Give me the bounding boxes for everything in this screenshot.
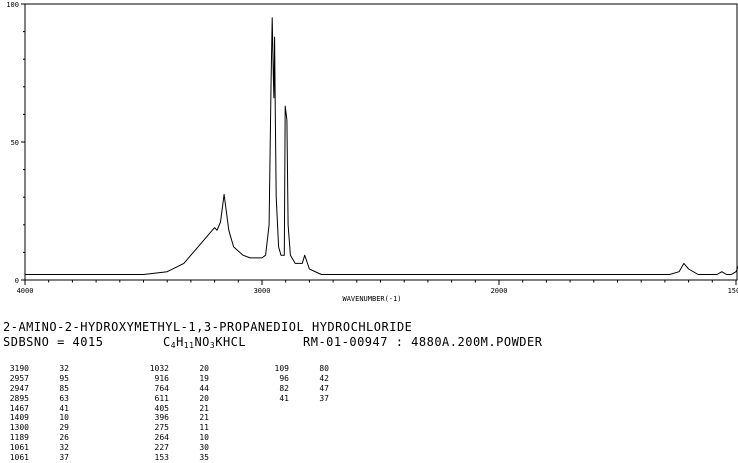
peak-wavenumber: 396 — [154, 413, 169, 423]
peak-row: 1467 41 — [3, 404, 69, 414]
peak-transmittance: 37 — [319, 393, 329, 403]
peak-wavenumber: 1061 — [9, 453, 29, 463]
x-tick-label: 3000 — [254, 287, 271, 295]
peak-transmittance: 11 — [199, 423, 209, 433]
peak-row: 2895 63 — [3, 394, 69, 404]
peak-transmittance: 47 — [319, 383, 329, 393]
peak-wavenumber: 109 — [274, 364, 289, 373]
peak-row: 1061 37 — [3, 453, 69, 463]
y-tick-label: 50 — [11, 139, 19, 147]
plot-frame — [24, 3, 738, 281]
peak-transmittance: 42 — [319, 373, 329, 383]
peak-wavenumber: 153 — [154, 453, 169, 463]
peak-row: 396 21 — [143, 413, 209, 423]
x-tick-label: 4000 — [17, 287, 34, 295]
peak-transmittance: 32 — [59, 443, 69, 453]
peak-transmittance: 80 — [319, 364, 329, 373]
peak-transmittance: 21 — [199, 413, 209, 423]
spectrum-series — [25, 17, 738, 275]
peak-row: 916 19 — [143, 374, 209, 384]
peak-wavenumber: 96 — [279, 373, 289, 383]
peak-row: 1061 32 — [3, 443, 69, 453]
peak-wavenumber: 1300 — [9, 423, 29, 433]
peak-table-column-1: 3190 32 2957 95 2947 85 2895 63 1467 41 1409 10 1300… — [3, 364, 69, 463]
peak-row: 96 42 — [263, 374, 329, 384]
peak-wavenumber: 264 — [154, 433, 169, 443]
peak-transmittance: 21 — [199, 403, 209, 413]
peak-transmittance: 26 — [59, 433, 69, 443]
peak-transmittance: 32 — [59, 364, 69, 373]
peak-transmittance: 63 — [59, 393, 69, 403]
peak-wavenumber: 764 — [154, 383, 169, 393]
peak-table-column-3: 109 80 96 42 82 47 41 37 — [263, 364, 329, 404]
peak-wavenumber: 1189 — [9, 433, 29, 443]
ir-spectrum-chart: 400030002000150010005000100500 WAVENUMBE… — [6, 1, 738, 303]
peak-wavenumber: 1467 — [9, 403, 29, 413]
peak-transmittance: 95 — [59, 373, 69, 383]
peak-transmittance: 85 — [59, 383, 69, 393]
x-tick-label: 1500 — [728, 287, 738, 295]
axis-tick-labels: 400030002000150010005000100500 — [6, 1, 738, 295]
measurement-info: RM-01-00947 : 4880A.200M.POWDER — [303, 335, 543, 349]
peak-transmittance: 20 — [199, 393, 209, 403]
y-tick-label: 100 — [6, 1, 19, 9]
peak-transmittance: 41 — [59, 403, 69, 413]
compound-name: 2-AMINO-2-HYDROXYMETHYL-1,3-PROPANEDIOL … — [3, 320, 413, 334]
peak-transmittance: 29 — [59, 423, 69, 433]
peak-table-column-2: 1032 20 916 19 764 44 611 20 405 21 396 21 275 11 264 1… — [143, 364, 209, 463]
plot-border — [24, 3, 738, 281]
peak-row: 227 30 — [143, 443, 209, 453]
peak-transmittance: 19 — [199, 373, 209, 383]
peak-transmittance: 35 — [199, 453, 209, 463]
peak-wavenumber: 82 — [279, 383, 289, 393]
peak-transmittance: 44 — [199, 383, 209, 393]
peak-wavenumber: 611 — [154, 393, 169, 403]
peak-row: 1409 10 — [3, 413, 69, 423]
peak-row: 153 35 — [143, 453, 209, 463]
peak-transmittance: 30 — [199, 443, 209, 453]
x-tick-label: 2000 — [491, 287, 508, 295]
peak-row: 1189 26 — [3, 433, 69, 443]
peak-wavenumber: 227 — [154, 443, 169, 453]
peak-row: 405 21 — [143, 404, 209, 414]
peak-wavenumber: 1061 — [9, 443, 29, 453]
peak-row: 1032 20 — [143, 364, 209, 374]
peak-row: 3190 32 — [3, 364, 69, 374]
peak-wavenumber: 2947 — [9, 383, 29, 393]
peak-row: 1300 29 — [3, 423, 69, 433]
sdbs-number: SDBSNO = 4015 — [3, 335, 104, 349]
peak-wavenumber: 405 — [154, 403, 169, 413]
peak-wavenumber: 1032 — [149, 364, 169, 373]
peak-wavenumber: 2957 — [9, 373, 29, 383]
peak-row: 611 20 — [143, 394, 209, 404]
peak-wavenumber: 1409 — [9, 413, 29, 423]
peak-transmittance: 10 — [199, 433, 209, 443]
peak-row: 2957 95 — [3, 374, 69, 384]
peak-wavenumber: 916 — [154, 373, 169, 383]
spectrum-line — [25, 17, 738, 275]
sample-info-line: SDBSNO = 4015 C4H11NO3KHCL RM-01-00947 : 4… — [3, 335, 542, 350]
molecular-formula: C4H11NO3KHCL — [163, 335, 247, 350]
peak-row: 2947 85 — [3, 384, 69, 394]
peak-transmittance: 10 — [59, 413, 69, 423]
peak-transmittance: 37 — [59, 453, 69, 463]
peak-row: 41 37 — [263, 394, 329, 404]
peak-transmittance: 20 — [199, 364, 209, 373]
peak-wavenumber: 3190 — [9, 364, 29, 373]
peak-row: 109 80 — [263, 364, 329, 374]
peak-wavenumber: 275 — [154, 423, 169, 433]
peak-wavenumber: 41 — [279, 393, 289, 403]
peak-row: 264 10 — [143, 433, 209, 443]
peak-wavenumber: 2895 — [9, 393, 29, 403]
axis-ticks — [21, 3, 737, 285]
peak-row: 764 44 — [143, 384, 209, 394]
x-axis-label: WAVENUMBER(-1) — [342, 295, 401, 303]
y-tick-label: 0 — [15, 277, 19, 285]
peak-row: 275 11 — [143, 423, 209, 433]
peak-row: 82 47 — [263, 384, 329, 394]
